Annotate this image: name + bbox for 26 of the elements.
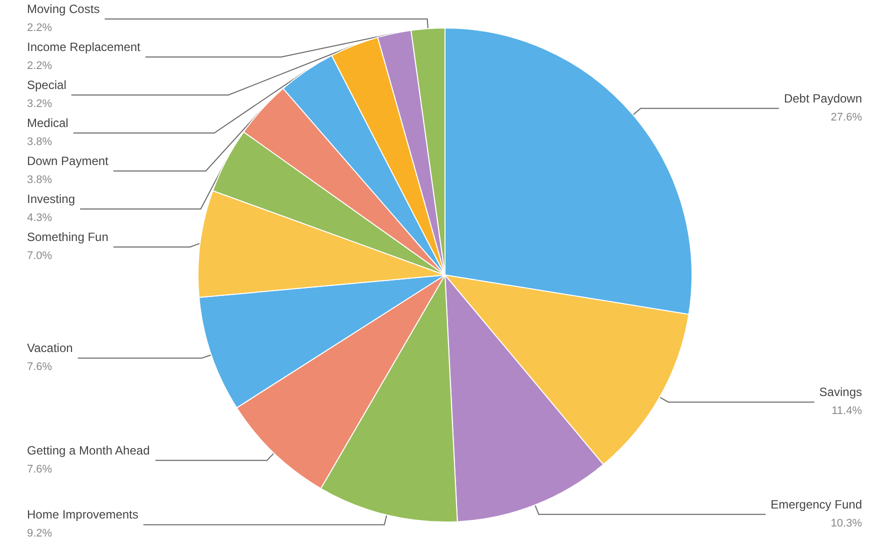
- slice-label: Something Fun: [27, 230, 108, 244]
- slice-label: Emergency Fund: [770, 497, 862, 512]
- data-label: 3.2%: [27, 98, 52, 110]
- slice-label: Medical: [27, 116, 68, 130]
- slice-label: Special: [27, 78, 66, 92]
- slice-label: Savings: [819, 385, 862, 400]
- slice-label: Getting a Month Ahead: [27, 443, 150, 458]
- data-label: 2.2%: [27, 60, 52, 72]
- slice-label: Investing: [27, 192, 76, 206]
- data-label: 2.2%: [27, 22, 52, 34]
- data-label: 11.4%: [832, 405, 862, 418]
- slice-label: Down Payment: [27, 154, 110, 168]
- data-label: 3.8%: [27, 136, 52, 148]
- data-label: 7.6%: [27, 463, 52, 476]
- data-label: 27.6%: [830, 111, 862, 124]
- data-label: 10.3%: [830, 517, 862, 530]
- data-label: 4.3%: [27, 212, 52, 224]
- slice-label: Income Replacement: [27, 40, 142, 54]
- slice-label: Moving Costs: [27, 2, 100, 16]
- slice-label: Debt Paydown: [784, 91, 862, 106]
- slice-label: Home Improvements: [27, 508, 138, 522]
- data-label: 3.8%: [27, 174, 52, 186]
- slice-label: Vacation: [27, 341, 73, 356]
- data-label: 7.0%: [27, 250, 52, 262]
- data-label: 9.2%: [27, 528, 52, 540]
- data-label: 7.6%: [27, 361, 52, 374]
